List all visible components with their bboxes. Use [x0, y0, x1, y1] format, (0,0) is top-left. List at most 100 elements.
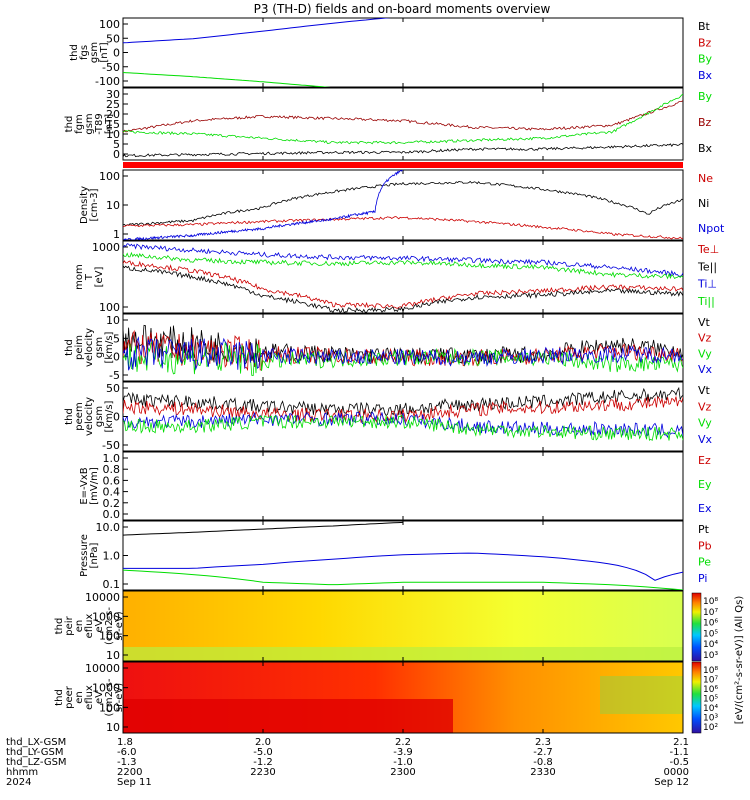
series-temp-Ti||	[123, 251, 683, 280]
legend-fgm-Bz: Bz	[698, 116, 712, 129]
legend-pressure-Pt: Pt	[698, 523, 710, 536]
legend-temp-Te⊥: Te⊥	[697, 243, 719, 256]
y-tick-label: 50	[106, 382, 120, 395]
y-axis-label-line: Density	[79, 186, 90, 224]
series-pressure-Pi	[123, 552, 683, 581]
y-tick-label: 1	[113, 228, 120, 241]
x-axis-value: Sep 11	[117, 777, 152, 788]
legend-efield-Ez: Ez	[698, 454, 711, 467]
y-tick-label: -50	[102, 61, 120, 74]
legend-peem-Vt: Vt	[698, 384, 711, 397]
legend-fgs-By: By	[698, 53, 713, 66]
colorbar-tick-label: 10⁸	[703, 597, 718, 607]
y-axis-label-line: peem	[74, 402, 85, 430]
legend-efield-Ex: Ex	[698, 502, 712, 515]
series-fgs-By	[123, 72, 331, 87]
series-peem-Vt	[123, 386, 683, 417]
y-axis-label-line: [nPa]	[89, 542, 100, 568]
y-tick-label: 10	[106, 128, 120, 141]
panel-peim: 10 5 0 -5 thd peim velocity gsm [km/s] Vt Vz Vy Vx	[64, 313, 713, 382]
y-tick-label: 0.2	[103, 497, 121, 510]
x-axis-value: -2.7	[533, 747, 553, 758]
y-axis-label-line: [mV/m]	[89, 467, 100, 505]
y-axis-label-line: velocity	[84, 328, 95, 367]
legend-peem-Vx: Vx	[698, 433, 713, 446]
y-axis-label-line: en	[74, 691, 85, 704]
y-axis-label-line: velocity	[84, 397, 95, 436]
y-axis-label-efield: E=-VxB [mV/m]	[79, 467, 100, 505]
colorbar-tick-label: 10⁸	[703, 666, 718, 676]
colorbar-tick-label: 10²	[703, 723, 718, 733]
frame-density	[122, 169, 684, 241]
series-fgm-Bx	[123, 143, 683, 158]
series-fgm-By	[123, 93, 683, 145]
y-axis-label-line: (cm2-s-	[104, 678, 115, 716]
series-density-Ne	[123, 216, 683, 240]
y-axis-label-line: eflux	[84, 614, 95, 639]
x-axis-value: -1.0	[393, 757, 413, 768]
legend-temp-Ti||: Ti||	[697, 295, 715, 308]
y-axis-label-peer: thd peer en eflux eV (cm2-s-sr-eV)	[54, 678, 125, 716]
y-axis-label-peem: thd peem velocity gsm [km/s]	[64, 397, 115, 436]
y-axis-label-line: eV	[94, 619, 105, 632]
x-axis-value: -3.9	[393, 747, 413, 758]
y-axis-label-line: peir	[64, 615, 75, 635]
y-axis-label-density: Density [cm-3]	[79, 186, 100, 224]
colorbar-tick-label: 10⁷	[703, 608, 718, 618]
y-axis-label-line: gsm	[84, 113, 95, 134]
colorbar-tick-label: 10⁶	[703, 685, 718, 695]
y-tick-label: 0	[113, 47, 120, 60]
y-axis-label-line: thd	[54, 689, 65, 706]
frame-fgm	[122, 87, 684, 161]
x-row-label: hhmm	[6, 767, 38, 778]
series-peem-Vz	[123, 396, 683, 424]
legend-temp-Te||: Te||	[697, 260, 717, 273]
y-axis-label-line: thd	[69, 44, 80, 61]
y-axis-label-line: [km/s]	[104, 400, 115, 432]
series-density-Npot	[123, 170, 404, 240]
series-pressure-Pt	[123, 521, 404, 536]
y-axis-label-line: [km/s]	[104, 331, 115, 363]
colorbars-group: 10⁸10⁷10⁶10⁵10⁴10³10⁸10⁷10⁶10⁵10⁴10³10²[…	[691, 592, 745, 734]
y-tick-label: 0	[113, 411, 120, 424]
x-axis-value: 0000	[664, 767, 689, 778]
colorbar-label: [eV/(cm²-s-sr-eV)] (All Qs)	[734, 596, 745, 725]
y-axis-label-line: eV	[94, 691, 105, 704]
x-axis-value: -6.0	[117, 747, 137, 758]
y-tick-label: 10000	[85, 591, 120, 604]
y-tick-label: 0	[113, 351, 120, 364]
x-row-label: 2024	[6, 777, 31, 788]
y-tick-label: 0.8	[103, 463, 121, 476]
colorbar-tick-label: 10⁵	[703, 695, 718, 705]
x-axis-value: 2330	[530, 767, 555, 778]
y-tick-label: 5	[113, 332, 120, 345]
series-temp-Te||	[123, 265, 683, 313]
y-tick-label: -50	[102, 439, 120, 452]
x-axis-value: 2.0	[255, 737, 271, 748]
colorbar-tick-label: 10⁷	[703, 676, 718, 686]
legend-fgm-Bx: Bx	[698, 142, 713, 155]
y-axis-label-line: en	[74, 620, 85, 633]
x-axis-value: 2.3	[535, 737, 551, 748]
series-peim-Vy	[123, 340, 683, 377]
x-axis-value: 2.1	[673, 737, 689, 748]
legend-peem-Vz: Vz	[698, 400, 712, 413]
y-axis-label-line: gsm	[94, 406, 105, 427]
frame-efield	[122, 451, 684, 521]
y-axis-label-line: mom	[74, 264, 85, 290]
y-axis-label-line: sr-eV)	[114, 611, 125, 640]
y-axis-label-line: Pressure	[79, 534, 90, 577]
panel-peem: 50 0 -50 thd peem velocity gsm [km/s] Vt Vz Vy Vx	[64, 381, 713, 452]
legend-fgm-By: By	[698, 90, 713, 103]
y-axis-label-line: peer	[64, 685, 75, 709]
y-tick-label: 1.0	[103, 550, 121, 563]
y-axis-label-pressure: Pressure [nPa]	[79, 534, 100, 577]
colorbar-tick-label: 10⁴	[703, 640, 718, 650]
y-tick-label: 100	[99, 301, 120, 314]
x-axis-value: 2230	[250, 767, 275, 778]
series-temp-Ti⊥	[123, 243, 683, 277]
y-tick-label: 10	[106, 314, 120, 327]
